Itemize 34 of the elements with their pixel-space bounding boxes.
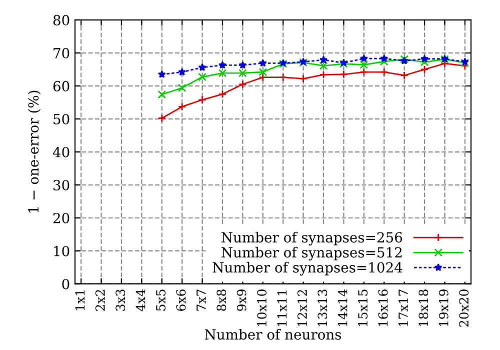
y-tick-label: 80 [53, 14, 70, 26]
x-tick-label: 6x6 [176, 290, 186, 311]
x-tick-label: 1x1 [75, 290, 85, 310]
y-tick-label: 30 [54, 180, 70, 190]
y-tick-label: 0 [62, 278, 70, 290]
x-tick-label: 15x15 [358, 290, 368, 326]
x-tick-label: 5x5 [156, 290, 166, 311]
y-tick-label: 60 [53, 80, 70, 92]
x-tick-label: 8x8 [216, 290, 226, 311]
x-tick-label: 10x10 [257, 290, 267, 326]
y-tick-label: 40 [52, 146, 70, 158]
y-tick-label: 50 [54, 114, 70, 124]
x-tick-label: 9x9 [236, 290, 246, 311]
x-tick-label: 3x3 [116, 290, 126, 311]
x-tick-label: 11x11 [277, 290, 287, 326]
y-axis-title: 1 − one-error (%) [28, 90, 41, 212]
x-tick-label: 13x13 [318, 290, 328, 326]
legend-label: Number of synapses=256 [222, 232, 402, 246]
x-tick-label: 7x7 [196, 290, 206, 311]
x-tick-label: 4x4 [136, 289, 146, 312]
legend-label: Number of synapses=1024 [212, 262, 402, 276]
legend-label: Number of synapses=512 [222, 246, 402, 260]
x-tick-label: 17x17 [398, 290, 408, 326]
x-tick-label: 19x19 [438, 290, 448, 326]
x-tick-label: 16x16 [378, 290, 388, 326]
y-tick-label: 70 [54, 48, 70, 58]
x-tick-label: 18x18 [418, 290, 428, 326]
x-tick-label: 12x12 [297, 290, 307, 326]
x-axis-title: Number of neurons [204, 328, 342, 340]
x-tick-label: 2x2 [95, 290, 105, 311]
x-tick-label: 20x20 [459, 290, 469, 327]
y-tick-label: 20 [53, 212, 70, 224]
x-tick-label: 14x14 [338, 289, 348, 326]
y-tick-label: 10 [54, 246, 70, 256]
